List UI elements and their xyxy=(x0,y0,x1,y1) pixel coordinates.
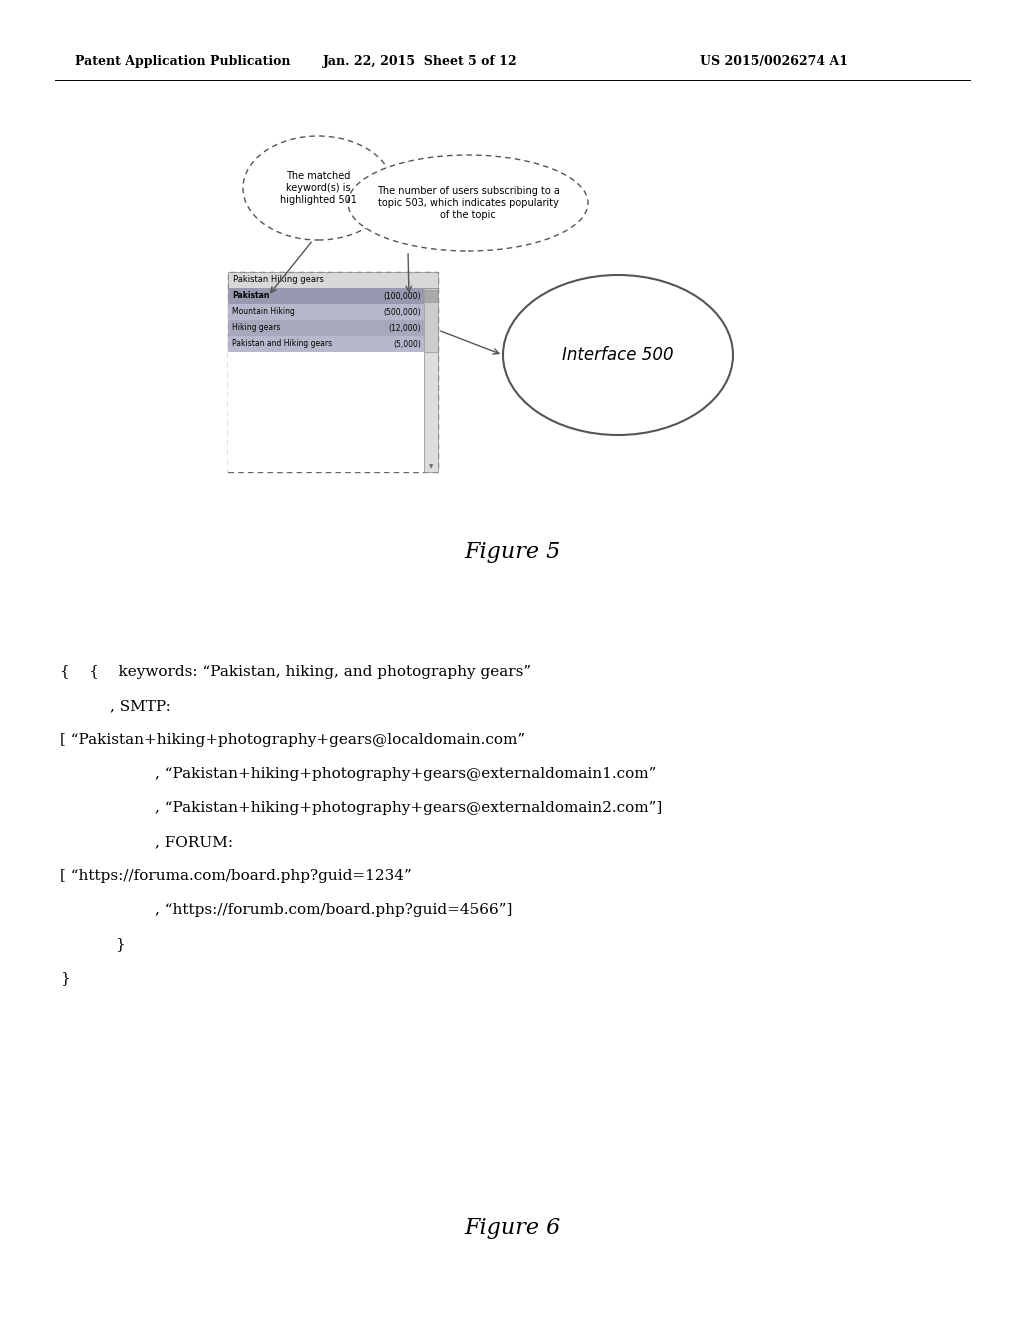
Text: Patent Application Publication: Patent Application Publication xyxy=(75,55,291,69)
Text: Figure 6: Figure 6 xyxy=(464,1217,560,1239)
Text: [ “Pakistan+hiking+photography+gears@localdomain.com”: [ “Pakistan+hiking+photography+gears@loc… xyxy=(60,733,525,747)
Text: Pakistan Hiking gears: Pakistan Hiking gears xyxy=(233,276,324,285)
FancyBboxPatch shape xyxy=(228,288,424,304)
Text: The matched
keyword(s) is
highlighted 501: The matched keyword(s) is highlighted 50… xyxy=(280,172,356,205)
FancyBboxPatch shape xyxy=(228,272,438,473)
FancyBboxPatch shape xyxy=(424,352,438,473)
FancyBboxPatch shape xyxy=(424,288,438,352)
FancyBboxPatch shape xyxy=(425,290,437,302)
Text: (100,000): (100,000) xyxy=(384,292,421,301)
Text: Jan. 22, 2015  Sheet 5 of 12: Jan. 22, 2015 Sheet 5 of 12 xyxy=(323,55,517,69)
Text: Mountain Hiking: Mountain Hiking xyxy=(232,308,295,317)
Text: Interface 500: Interface 500 xyxy=(562,346,674,364)
Text: (5,000): (5,000) xyxy=(393,339,421,348)
Text: {    {    keywords: “Pakistan, hiking, and photography gears”: { { keywords: “Pakistan, hiking, and pho… xyxy=(60,665,531,678)
Text: , “https://forumb.com/board.php?guid=4566”]: , “https://forumb.com/board.php?guid=456… xyxy=(155,903,512,917)
Ellipse shape xyxy=(503,275,733,436)
FancyBboxPatch shape xyxy=(228,272,438,288)
Text: }: } xyxy=(115,937,125,950)
FancyBboxPatch shape xyxy=(228,304,424,319)
Text: , “Pakistan+hiking+photography+gears@externaldomain1.com”: , “Pakistan+hiking+photography+gears@ext… xyxy=(155,767,656,781)
Text: Pakistan and Hiking gears: Pakistan and Hiking gears xyxy=(232,339,332,348)
Text: The number of users subscribing to a
topic 503, which indicates popularity
of th: The number of users subscribing to a top… xyxy=(377,186,559,219)
FancyBboxPatch shape xyxy=(228,337,424,352)
Text: , “Pakistan+hiking+photography+gears@externaldomain2.com”]: , “Pakistan+hiking+photography+gears@ext… xyxy=(155,801,663,814)
Text: Figure 5: Figure 5 xyxy=(464,541,560,564)
Text: Pakistan: Pakistan xyxy=(232,292,269,301)
Ellipse shape xyxy=(243,136,393,240)
Text: US 2015/0026274 A1: US 2015/0026274 A1 xyxy=(700,55,848,69)
FancyBboxPatch shape xyxy=(228,319,424,337)
FancyBboxPatch shape xyxy=(228,352,438,473)
Text: , SMTP:: , SMTP: xyxy=(110,700,171,713)
Text: [ “https://foruma.com/board.php?guid=1234”: [ “https://foruma.com/board.php?guid=123… xyxy=(60,869,412,883)
Text: (500,000): (500,000) xyxy=(383,308,421,317)
Text: ▼: ▼ xyxy=(429,465,433,470)
Text: , FORUM:: , FORUM: xyxy=(155,836,233,849)
Text: Hiking gears: Hiking gears xyxy=(232,323,281,333)
Text: }: } xyxy=(60,972,70,985)
Text: (12,000): (12,000) xyxy=(388,323,421,333)
Ellipse shape xyxy=(348,154,588,251)
